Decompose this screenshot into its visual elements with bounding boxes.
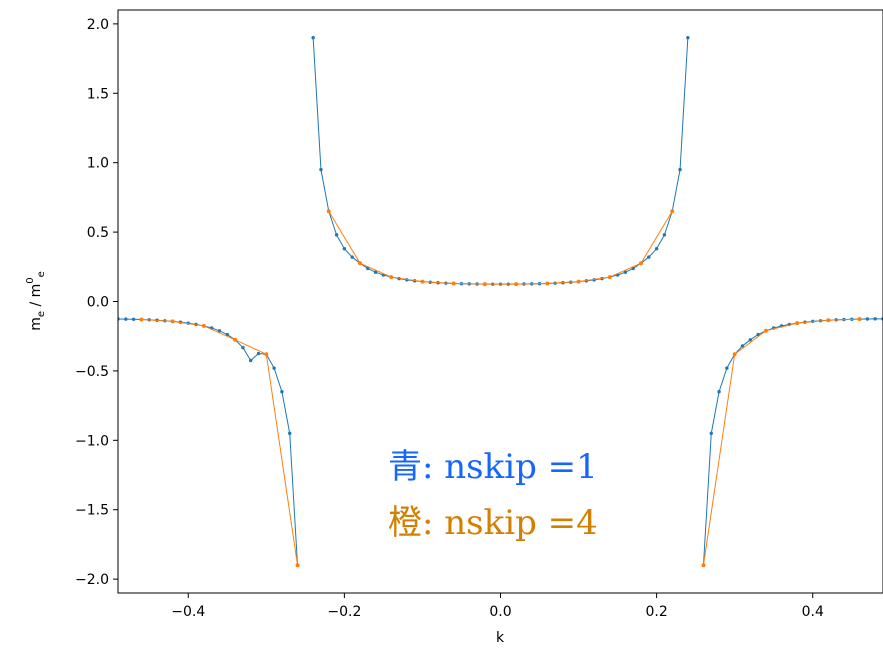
series-2-point (639, 261, 644, 266)
series-2-point (389, 275, 394, 280)
y-tick-label: −1.5 (75, 503, 109, 519)
annotation-nskip-1: 青: nskip =1 (388, 447, 598, 487)
x-tick-label: 0.0 (489, 604, 511, 620)
series-1-point (256, 351, 261, 356)
series-2-point (763, 328, 768, 333)
y-tick-label: 0.5 (87, 225, 109, 241)
series-1-point (865, 317, 870, 321)
series-1-point (280, 390, 284, 394)
series-1-point (217, 329, 222, 333)
y-tick-label: −1.0 (75, 433, 109, 449)
series-1-point (873, 317, 877, 321)
series-1-point (366, 266, 370, 271)
series-1-point (686, 36, 690, 40)
x-tick-label: −0.2 (327, 604, 361, 620)
series-1-point (631, 266, 635, 271)
series-1-point (709, 431, 713, 436)
series-1-point (647, 255, 651, 259)
series-2-point (233, 337, 238, 342)
y-tick-label: 2.0 (87, 17, 109, 33)
series-1-point (725, 366, 729, 370)
x-axis-label: k (496, 630, 505, 646)
series-2-point (545, 281, 550, 286)
x-tick-label: −0.4 (171, 604, 205, 620)
series-2-point (170, 319, 175, 324)
series-1-point (225, 332, 229, 337)
series-1-point (311, 36, 315, 40)
series-2-point (607, 275, 612, 280)
y-tick-label: 1.0 (87, 156, 109, 172)
series-1-point (717, 390, 721, 394)
series-layer (118, 36, 883, 568)
series-1-point (623, 270, 628, 274)
series-1-point (288, 431, 292, 436)
series-2-line-3 (702, 318, 860, 566)
series-2-point (264, 352, 269, 357)
annotation-nskip-4-text: : nskip =4 (422, 503, 598, 543)
series-1-point (131, 317, 136, 321)
series-1-point (249, 358, 253, 363)
series-2-point (514, 282, 519, 287)
annotation-nskip-4: 橙: nskip =4 (388, 503, 598, 543)
series-2-point (732, 352, 737, 357)
series-1-point (124, 317, 128, 321)
series-2-point (326, 209, 331, 214)
axes-layer: −0.4 −0.2 0.0 0.2 0.4 2.0 1.5 1.0 0.5 0.0 −0.5 −1.0… (75, 9, 883, 620)
series-2-point (576, 279, 581, 284)
series-1-point (678, 167, 682, 172)
series-2-line-1 (141, 319, 299, 566)
series-1-point (373, 270, 378, 274)
y-tick-label: 0.0 (87, 295, 109, 311)
series-2-point (826, 318, 831, 323)
series-1-point (748, 338, 752, 342)
series-2-point (451, 281, 456, 286)
series-1-point (662, 233, 667, 237)
series-2-point (295, 563, 300, 568)
series-1-point (350, 255, 354, 259)
series-2-point (795, 321, 800, 326)
series-2-point (420, 279, 425, 284)
x-tick-label: 0.2 (645, 604, 667, 620)
y-tick-label: 1.5 (87, 86, 109, 102)
y-tick-label: −2.0 (75, 572, 109, 588)
series-1-point (241, 345, 245, 350)
series-2-point (201, 323, 206, 328)
series-2-point (357, 261, 362, 266)
series-1-point (740, 344, 745, 348)
series-2-point (701, 563, 706, 568)
annotation-nskip-1-text: : nskip =1 (422, 447, 598, 487)
series-2-line-2 (328, 211, 673, 285)
y-tick-label: −0.5 (75, 364, 109, 380)
series-1-point (756, 332, 760, 337)
series-2-point (139, 317, 144, 322)
annotation-nskip-4-char: 橙 (388, 503, 422, 543)
y-axis-label: me / m0e (25, 271, 47, 331)
series-2-point (482, 282, 487, 287)
series-2-point (857, 317, 862, 322)
annotation-nskip-1-char: 青 (388, 447, 422, 487)
series-1-point (319, 167, 323, 172)
x-tick-label: 0.4 (802, 604, 824, 620)
series-1-point (272, 366, 276, 370)
series-1-point (342, 247, 347, 251)
series-1-point (654, 247, 659, 251)
series-1-point (334, 233, 339, 237)
series-2-point (670, 209, 675, 214)
